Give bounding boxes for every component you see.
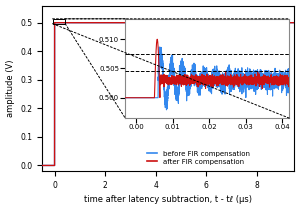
Y-axis label: amplitude (V): amplitude (V): [6, 60, 15, 117]
Legend: before FIR compensation, after FIR compensation: before FIR compensation, after FIR compe…: [144, 148, 253, 168]
X-axis label: time after latency subtraction, t - tℓ (μs): time after latency subtraction, t - tℓ (…: [84, 196, 252, 205]
Bar: [52, 19, 65, 24]
